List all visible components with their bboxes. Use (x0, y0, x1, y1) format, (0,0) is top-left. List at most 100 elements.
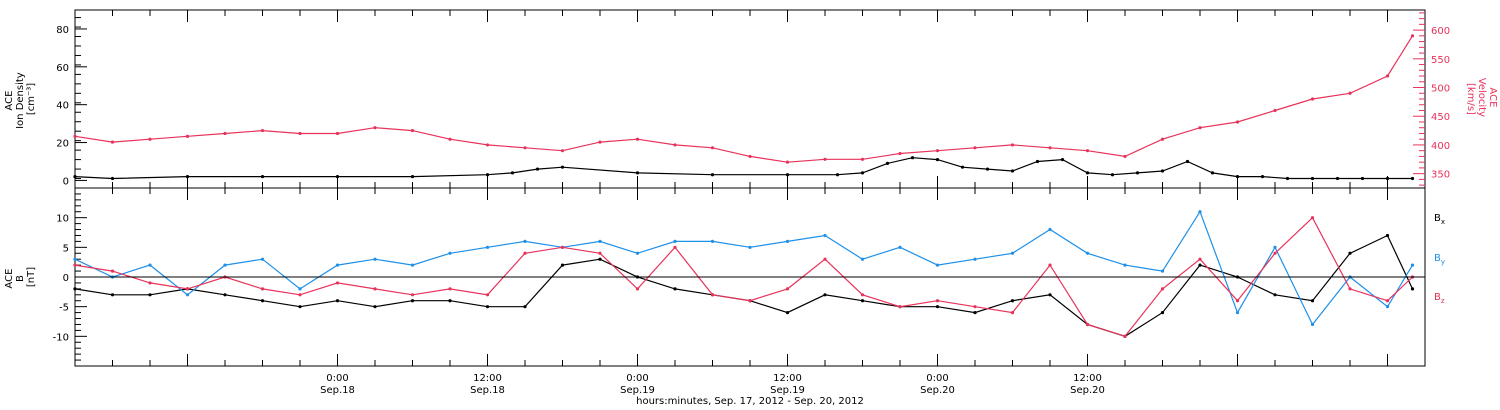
ion-density-point (110, 176, 115, 181)
ion-density-point (635, 171, 640, 175)
velocity-point (635, 137, 640, 141)
ion-density-point (910, 156, 915, 160)
bottom-left-tick-label: 10 (56, 214, 69, 225)
bottom-left-axis: -10 -5 0 5 10 (53, 193, 87, 361)
bz-point (448, 287, 452, 291)
top-right-label-line-2: Velocity (1476, 78, 1487, 117)
ion-density-point (1410, 176, 1415, 181)
x-tick-label-time: 0:00 (926, 373, 948, 384)
velocity-point (223, 131, 227, 136)
x-tick-label-time: 12:00 (773, 373, 802, 384)
by-point (223, 263, 227, 267)
by-point (1123, 263, 1127, 267)
bz-point (1235, 299, 1240, 303)
bx-point (1198, 263, 1202, 267)
bottom-left-tick-label: -10 (53, 332, 69, 343)
ion-density-point (935, 157, 940, 162)
by-point (935, 263, 940, 267)
top-right-tick-label: 450 (1431, 112, 1450, 123)
bx-point (260, 299, 265, 303)
by-point (785, 239, 790, 243)
by-point (1160, 269, 1165, 273)
velocity-point (710, 146, 715, 150)
bz-point (110, 269, 115, 273)
x-tick-label-date: Sep.20 (1070, 385, 1105, 396)
top-right-label-line-3: [km/s] (1465, 83, 1476, 115)
top-left-axis: 0 20 40 60 80 (56, 17, 87, 189)
top-panel-frame (74, 9, 1426, 189)
bz-point (1385, 299, 1390, 303)
ion-density-point (1060, 157, 1065, 162)
velocity-point (560, 149, 565, 153)
bz-point (1310, 216, 1315, 220)
ion-density-point (1085, 171, 1090, 175)
velocity-point (1310, 97, 1315, 101)
bx-point (373, 305, 377, 309)
velocity-point (823, 157, 827, 161)
by-point (898, 245, 902, 249)
ion-density-point (710, 173, 715, 177)
bz-point (185, 287, 190, 291)
by-series-line (74, 210, 1414, 326)
velocity-point (410, 128, 415, 133)
ion-density-point (410, 175, 415, 179)
bx-point (223, 293, 227, 297)
velocity-point (523, 146, 527, 150)
velocity-point (1385, 74, 1390, 78)
bx-point (110, 293, 115, 297)
ion-density-point (1160, 169, 1165, 173)
x-tick-label-time: 12:00 (1073, 373, 1102, 384)
top-right-tick-label: 350 (1431, 170, 1450, 181)
ion-density-point (985, 167, 990, 171)
bottom-left-label-line-1: ACE (4, 269, 15, 289)
ion-density-point (1035, 159, 1040, 164)
top-right-axis: 350 400 450 500 550 600 (1413, 12, 1450, 186)
top-right-axis-label: ACE Velocity [km/s] (1465, 78, 1498, 120)
bx-point (1410, 287, 1415, 291)
velocity-series-line (74, 35, 1414, 163)
velocity-point (485, 143, 490, 147)
ion-density-point (1285, 176, 1290, 181)
by-point (448, 251, 452, 255)
by-point (1410, 263, 1415, 267)
bz-point (860, 293, 865, 297)
bz-point (1348, 287, 1352, 291)
x-tick-label-date: Sep.19 (770, 385, 805, 396)
bottom-series-group (73, 210, 1415, 338)
ion-density-point (1360, 176, 1365, 181)
bz-point (148, 281, 152, 285)
ion-density-point (510, 171, 515, 175)
bx-point (560, 263, 565, 267)
velocity-point (1235, 120, 1240, 124)
by-point (148, 263, 152, 267)
bx-point (485, 305, 490, 309)
x-tick-label-time: 0:00 (326, 373, 348, 384)
x-tick-label-time: 0:00 (626, 373, 648, 384)
bz-point (1010, 311, 1015, 315)
bx-point (860, 299, 865, 303)
ion-density-point (885, 161, 890, 165)
bottom-left-tick-label: 0 (63, 273, 69, 284)
bz-point (260, 287, 265, 291)
ion-density-point (860, 171, 865, 175)
by-point (1273, 245, 1277, 249)
bottom-panel: -10 -5 0 5 10 ACE B [nT] Bx By Bz (4, 187, 1445, 367)
top-left-label-line-2: Ion Density (15, 72, 26, 129)
bz-point (598, 251, 602, 255)
bz-point (1273, 251, 1277, 255)
ion-density-point (1185, 159, 1190, 164)
bx-point (785, 311, 790, 315)
bz-point (973, 305, 977, 309)
velocity-point (785, 160, 790, 164)
x-tick-label-date: Sep.20 (920, 385, 955, 396)
top-series-group (73, 34, 1415, 181)
ion-density-point (785, 173, 790, 177)
by-point (373, 257, 377, 261)
x-axis-label: hours:minutes, Sep. 17, 2012 - Sep. 20, … (636, 396, 864, 407)
by-point (73, 257, 77, 261)
by-point (335, 263, 340, 267)
top-right-tick-label: 400 (1431, 141, 1450, 152)
x-tick-label-date: Sep.19 (620, 385, 655, 396)
top-left-tick-label: 60 (56, 63, 69, 74)
